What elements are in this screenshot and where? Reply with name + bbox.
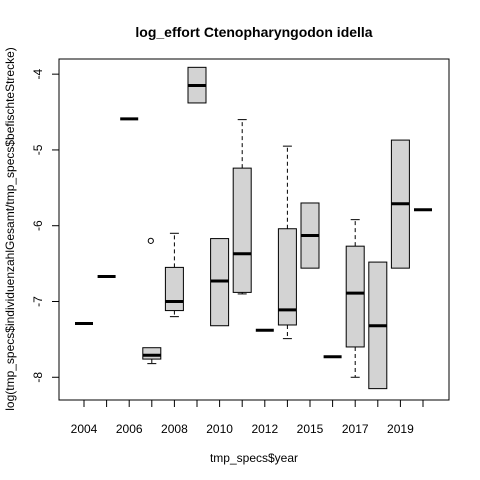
x-tick-label: 2012	[251, 422, 278, 436]
box-4	[142, 237, 162, 365]
box-13	[345, 219, 365, 378]
box-body	[142, 347, 162, 360]
box-14	[368, 261, 388, 390]
box-15	[390, 139, 410, 269]
x-tick-label: 2015	[297, 422, 324, 436]
box-8	[232, 119, 252, 295]
y-tick-label: -8	[31, 372, 45, 383]
box-body	[164, 266, 184, 312]
box-7	[210, 238, 230, 327]
y-tick-label: -4	[31, 68, 45, 79]
x-tick-label: 2017	[342, 422, 369, 436]
x-tick-label: 2019	[387, 422, 414, 436]
boxes	[75, 66, 432, 390]
plot-frame	[58, 58, 450, 401]
x-tick-label: 2008	[161, 422, 188, 436]
x-axis-label: tmp_specs$year	[210, 451, 298, 465]
x-tick-label: 2004	[71, 422, 98, 436]
box-6	[187, 66, 207, 104]
outlier-point	[147, 237, 154, 244]
box-11	[300, 202, 320, 269]
box-body	[277, 228, 297, 326]
y-tick-label: -5	[31, 144, 45, 155]
y-axis-label: log(tmp_specs$individuenzahlGesamt/tmp_s…	[3, 47, 17, 411]
y-axis: -8 -7 -6 -5 -4	[31, 68, 60, 383]
chart-title: log_effort Ctenopharyngodon idella	[135, 24, 372, 40]
x-tick-label: 2006	[116, 422, 143, 436]
box-5	[164, 232, 184, 318]
box-body	[345, 245, 365, 348]
box-10	[277, 145, 297, 340]
y-tick-label: -7	[31, 296, 45, 307]
x-axis: 2004 2006 2008 2010 2012 2015 2017 2019	[71, 399, 424, 436]
y-tick-label: -6	[31, 220, 45, 231]
box-body	[232, 167, 252, 293]
x-tick-label: 2010	[206, 422, 233, 436]
